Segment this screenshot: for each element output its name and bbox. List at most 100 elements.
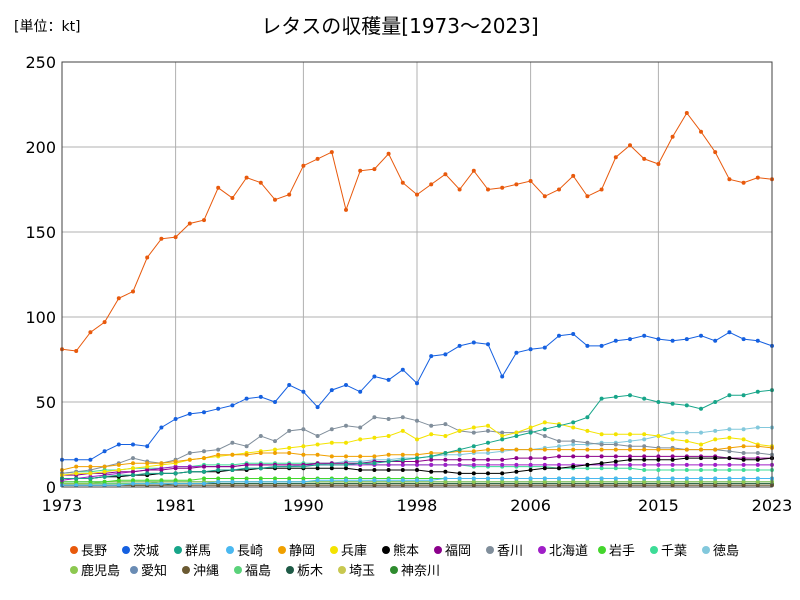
legend-item: 北海道: [538, 540, 598, 560]
data-point: [216, 483, 221, 488]
legend-label: 沖縄: [193, 564, 220, 579]
data-point: [131, 473, 135, 478]
x-tick-label: 1981: [155, 496, 196, 515]
data-point: [528, 430, 533, 435]
data-point: [684, 111, 689, 115]
legend-item: 福島: [234, 560, 286, 580]
data-point: [457, 428, 462, 433]
data-point: [514, 462, 519, 467]
data-point: [656, 337, 661, 342]
data-point: [557, 423, 561, 428]
data-point: [471, 476, 476, 481]
legend-marker-icon: [70, 545, 78, 554]
data-point: [741, 479, 746, 484]
data-point: [230, 452, 235, 457]
data-point: [656, 447, 661, 452]
data-point: [542, 456, 547, 461]
data-point: [116, 468, 121, 472]
data-point: [500, 462, 505, 467]
data-point: [699, 468, 703, 472]
data-point: [202, 476, 206, 481]
data-point: [429, 469, 434, 474]
data-point: [131, 442, 135, 447]
data-point: [613, 476, 618, 481]
data-point: [599, 483, 604, 488]
data-point: [429, 182, 434, 187]
data-point: [642, 468, 647, 472]
data-point: [329, 478, 334, 483]
data-point: [599, 442, 604, 447]
data-point: [699, 462, 703, 467]
data-point: [415, 437, 419, 442]
data-point: [315, 466, 320, 471]
unit-label: [単位：kt]: [14, 19, 81, 35]
data-point: [628, 483, 632, 488]
legend-item: 茨城: [122, 540, 174, 560]
legend-item: 熊本: [382, 540, 434, 560]
data-point: [358, 437, 363, 442]
legend-marker-icon: [174, 545, 182, 554]
data-point: [514, 469, 519, 474]
data-point: [613, 338, 618, 343]
data-point: [514, 479, 519, 484]
data-point: [273, 451, 277, 455]
legend-label: 愛知: [141, 564, 168, 579]
data-point: [741, 468, 746, 472]
legend-marker-icon: [650, 545, 658, 554]
data-point: [415, 192, 419, 197]
data-point: [486, 428, 490, 433]
data-point: [755, 451, 760, 455]
data-point: [713, 400, 718, 404]
data-point: [344, 483, 348, 488]
data-point: [244, 466, 249, 471]
data-point: [102, 483, 107, 488]
data-point: [755, 479, 760, 484]
data-point: [429, 454, 434, 459]
data-point: [670, 462, 675, 467]
data-point: [443, 451, 448, 455]
data-point: [699, 333, 703, 338]
data-point: [415, 452, 419, 457]
data-point: [741, 451, 746, 455]
data-point: [642, 444, 647, 449]
legend-item: 千葉: [650, 540, 702, 560]
data-point: [500, 479, 505, 484]
data-point: [329, 388, 334, 393]
data-point: [500, 434, 505, 438]
data-point: [571, 420, 576, 425]
data-point: [301, 476, 306, 481]
data-point: [684, 337, 689, 342]
data-point: [514, 447, 519, 452]
data-point: [741, 393, 746, 398]
line-chart: 0 50 100 150 200 250 1973 1981 1990 1998 2006 2015 2…: [25, 53, 793, 515]
data-point: [755, 468, 760, 472]
data-point: [642, 447, 647, 452]
legend-marker-icon: [286, 565, 294, 574]
data-point: [457, 447, 462, 452]
legend-marker-icon: [486, 545, 494, 554]
data-point: [670, 437, 675, 442]
data-point: [187, 411, 192, 416]
legend-item: 兵庫: [330, 540, 382, 560]
data-point: [187, 469, 192, 474]
data-point: [571, 332, 576, 336]
data-point: [642, 437, 647, 442]
data-point: [315, 442, 320, 447]
legend-item: 福岡: [434, 540, 486, 560]
data-point: [358, 168, 363, 173]
data-point: [173, 459, 178, 464]
data-point: [613, 454, 618, 459]
data-point: [74, 464, 79, 469]
legend-marker-icon: [226, 545, 234, 554]
data-point: [628, 462, 632, 467]
data-point: [699, 442, 703, 447]
data-point: [656, 476, 661, 481]
legend-label: 徳島: [713, 544, 740, 559]
x-tick-label: 2023: [752, 496, 793, 515]
data-point: [301, 444, 306, 449]
data-point: [329, 440, 334, 445]
data-point: [599, 396, 604, 401]
data-point: [514, 350, 519, 355]
data-point: [656, 400, 661, 404]
data-point: [372, 478, 377, 483]
